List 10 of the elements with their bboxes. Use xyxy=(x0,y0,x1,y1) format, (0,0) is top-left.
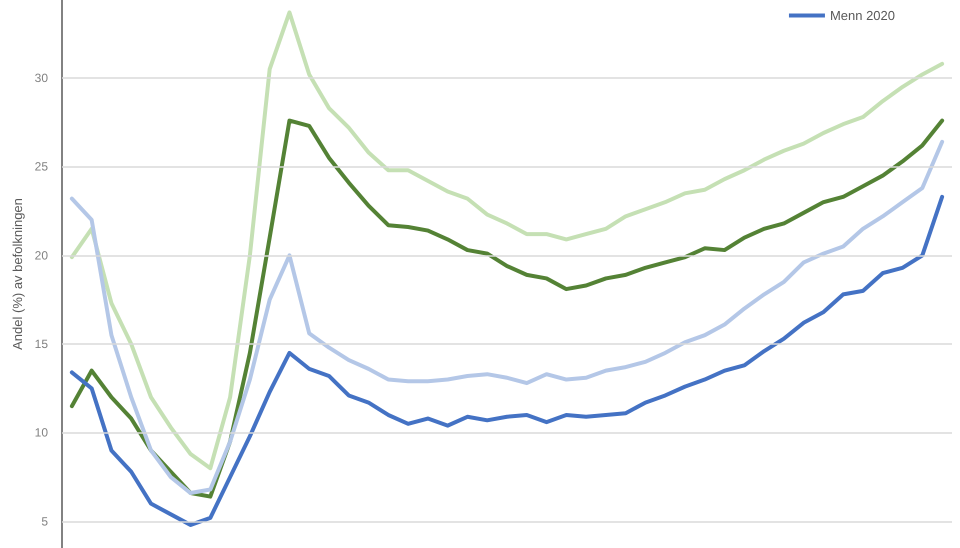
y-tick-label: 5 xyxy=(41,514,48,528)
y-tick-label: 30 xyxy=(34,71,48,86)
y-axis-title: Andel (%) av befolkningen xyxy=(10,198,25,350)
y-tick-label: 10 xyxy=(34,426,48,440)
y-tick-label: 25 xyxy=(34,160,48,174)
legend-label: Menn 2020 xyxy=(830,8,896,23)
y-tick-label: 15 xyxy=(34,337,48,352)
line-series xyxy=(70,194,944,527)
y-tick-label: 20 xyxy=(34,248,48,262)
line-series xyxy=(70,10,944,470)
